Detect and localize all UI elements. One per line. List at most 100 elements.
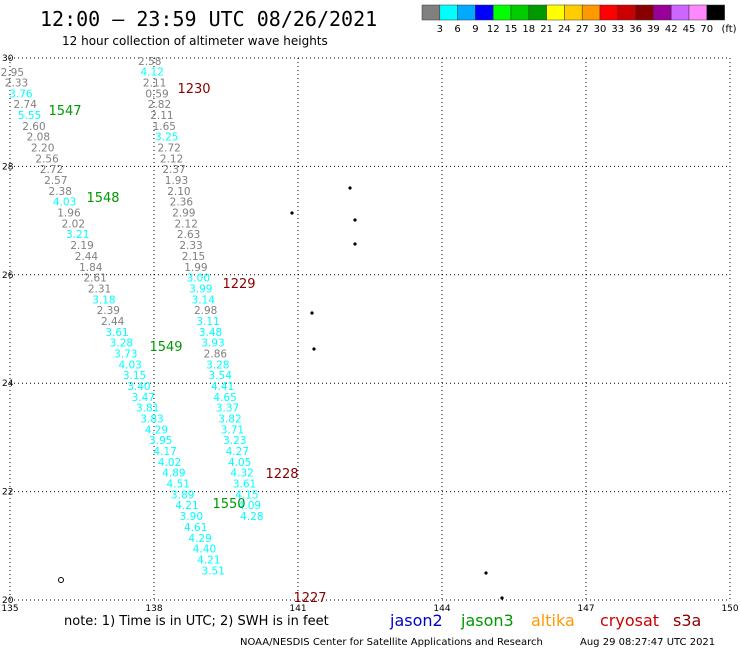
legend-unit: (ft) [721,24,736,35]
wave-height-label: 3.28 [206,359,229,371]
y-tick-label: 20 [2,596,14,606]
wave-height-label: 2.86 [204,348,228,360]
x-tick-label: 150 [721,604,738,614]
wave-height-label: 3.73 [114,348,137,360]
wave-height-label: 2.98 [194,305,217,317]
satellite-name: cryosat [600,611,659,630]
wave-height-label: 4.65 [213,392,236,404]
wave-height-values: 2.952.333.762.745.552.602.082.202.562.72… [1,56,264,577]
legend-swatch [439,4,458,21]
wave-height-label: 3.21 [66,229,89,241]
island-mark [500,596,504,600]
wave-height-label: 4.09 [238,500,261,512]
legend-swatch [706,4,725,21]
wave-height-label: 2.61 [83,273,106,285]
wave-height-label: 3.15 [123,370,146,382]
wave-height-label: 2.56 [35,153,59,165]
wave-height-label: 3.54 [209,370,233,382]
legend-label: 39 [647,24,660,35]
pass-label: 1229 [222,277,255,292]
wave-height-label: 3.47 [132,392,155,404]
wave-height-label: 4.27 [226,446,249,458]
legend-swatch [421,4,441,21]
wave-height-label: 1.93 [165,175,188,187]
footer-timestamp: Aug 29 08:27:47 UTC 2021 [580,637,715,648]
satellite-name: altika [531,611,575,630]
wave-height-label: 2.44 [75,251,99,263]
x-tick-label: 138 [145,604,162,614]
wave-height-label: 2.38 [49,186,72,198]
wave-height-label: 3.18 [92,294,115,306]
wave-height-label: 3.82 [218,414,241,426]
satellite-name: jason3 [460,611,514,630]
chart-subtitle: 12 hour collection of altimeter wave hei… [62,34,328,48]
wave-height-label: 2.95 [1,67,24,79]
satellite-name: jason2 [389,611,443,630]
y-tick-label: 22 [2,488,13,498]
legend-swatch [492,4,512,21]
island-mark [58,577,64,583]
wave-height-label: 4.61 [184,522,207,534]
wave-height-label: 2.12 [160,153,183,165]
x-tick-label: 147 [577,604,594,614]
legend-swatch [688,4,708,21]
legend-swatch [528,4,547,21]
pass-label: 1548 [86,191,119,206]
wave-height-label: 4.21 [175,500,198,512]
satellite-legend: jason2 jason3 altika cryosat s3a [389,611,701,630]
wave-height-label: 2.11 [143,77,166,89]
wave-height-label: 3.14 [192,294,216,306]
wave-height-label: 3.48 [199,327,222,339]
wave-height-label: 3.40 [127,381,150,393]
wave-height-label: 1.96 [57,208,81,220]
legend-label: 24 [558,24,571,35]
wave-height-label: 3.25 [155,132,178,144]
wave-height-label: 3.89 [171,489,194,501]
wave-height-label: 3.71 [221,424,244,436]
pass-label: 1227 [293,591,326,606]
legend-label: 70 [700,24,713,35]
pass-label: 1547 [48,104,81,119]
wave-height-label: 4.29 [188,533,211,545]
legend-label: 9 [472,24,478,35]
legend-swatch [599,4,619,21]
y-tick-label: 28 [2,162,14,172]
wave-height-label: 2.72 [157,143,180,155]
satellite-name: s3a [673,611,701,630]
wave-height-label: 0.59 [145,88,168,100]
wave-height-label: 2.12 [175,218,198,230]
legend-label: 6 [454,24,460,35]
axis-ticks: 135 138 141 144 147 150 20 22 24 26 28 30 [1,54,738,614]
wave-height-label: 4.28 [240,511,263,523]
island-mark [290,211,294,215]
island-mark [348,186,352,190]
lat-lon-grid [9,57,731,601]
wave-height-label: 2.99 [172,208,195,220]
legend-swatch [653,4,672,21]
wave-height-label: 2.31 [88,283,111,295]
legend-label: 18 [522,24,535,35]
wave-height-label: 4.12 [140,67,163,79]
wave-height-label: 2.44 [101,316,125,328]
wave-height-label: 3.81 [136,403,159,415]
pass-label: 1230 [177,82,210,97]
legend-label: 3 [437,24,443,35]
chart-title: 12:00 – 23:59 UTC 08/26/2021 [40,7,377,31]
island-mark [353,218,357,222]
wave-height-label: 4.29 [145,424,168,436]
wave-height-label: 2.10 [167,186,190,198]
wave-height-label: 4.41 [211,381,234,393]
wave-height-label: 4.51 [167,479,190,491]
wave-height-label: 2.39 [97,305,120,317]
x-tick-label: 135 [1,604,18,614]
island-mark [484,571,488,575]
legend-label: 36 [629,24,642,35]
wave-height-label: 3.11 [196,316,219,328]
color-legend: 3 6 9 12 15 18 21 24 27 30 33 36 39 42 45 70 (ft) [421,4,737,35]
wave-height-label: 4.15 [235,489,258,501]
island-mark [353,242,357,246]
wave-height-label: 3.28 [110,338,133,350]
y-tick-label: 24 [2,379,14,389]
wave-height-label: 4.02 [158,457,181,469]
wave-height-label: 3.83 [140,414,163,426]
